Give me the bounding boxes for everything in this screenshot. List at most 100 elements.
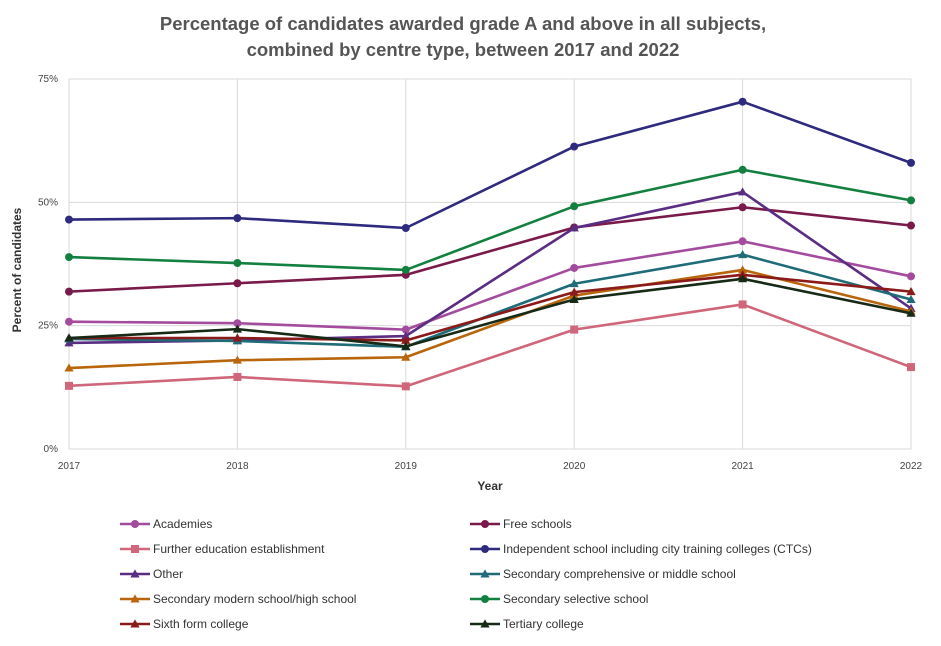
- data-point: [232, 333, 242, 342]
- data-point: [65, 253, 73, 262]
- data-point: [233, 319, 242, 328]
- legend-item-tertiary-college: Tertiary college: [470, 617, 584, 631]
- legend-item-academies: Academies: [120, 517, 212, 531]
- legend-label: Secondary modern school/high school: [153, 592, 356, 606]
- y-axis-label: Percent of candidates: [10, 207, 24, 332]
- data-point: [907, 272, 915, 281]
- series-independent-school-including-city-training-colleges-ctcs: [65, 97, 915, 232]
- data-point: [569, 287, 579, 296]
- data-point: [64, 333, 74, 342]
- data-point: [569, 279, 579, 288]
- series-line: [68, 277, 912, 348]
- x-tick-label: 2017: [58, 461, 81, 472]
- data-point: [65, 287, 73, 296]
- x-tick-label: 2021: [731, 461, 754, 472]
- data-point: [738, 265, 748, 274]
- series-tertiary-college: [64, 274, 916, 350]
- data-point: [233, 259, 242, 268]
- data-point: [907, 158, 915, 167]
- series-line: [68, 240, 912, 331]
- y-tick-label: 0%: [44, 444, 59, 455]
- data-point: [907, 221, 915, 230]
- data-point: [401, 382, 410, 391]
- legend-item-secondary-comprehensive-or-middle-school: Secondary comprehensive or middle school: [470, 567, 736, 581]
- chart-title-line-2: combined by centre type, between 2017 an…: [247, 39, 680, 60]
- data-point: [64, 363, 74, 372]
- legend-marker: [480, 569, 490, 578]
- data-point: [906, 308, 916, 317]
- series-line: [69, 273, 912, 342]
- y-tick-label: 75%: [38, 74, 58, 85]
- legend-marker: [130, 619, 140, 628]
- data-point: [401, 335, 411, 344]
- data-point: [233, 372, 242, 381]
- legend-label: Secondary selective school: [503, 592, 648, 606]
- legend-item-independent-school-including-city-training-colleges-ctcs: Independent school including city traini…: [470, 542, 812, 556]
- legend-marker: [481, 545, 489, 553]
- data-point: [907, 196, 915, 205]
- data-point: [570, 142, 579, 151]
- data-point: [906, 294, 916, 303]
- data-point: [401, 265, 410, 274]
- y-tick-label: 25%: [38, 321, 58, 332]
- data-point: [738, 187, 748, 196]
- data-point: [738, 165, 747, 174]
- x-tick-label: 2020: [563, 461, 586, 472]
- legend: Academies Free schools Further education e…: [120, 517, 812, 631]
- legend-item-further-education-establishment: Further education establishment: [120, 542, 325, 556]
- data-point: [906, 287, 916, 296]
- data-point: [232, 355, 242, 364]
- chart-title-line-1: Percentage of candidates awarded grade A…: [160, 13, 766, 34]
- data-point: [401, 223, 410, 232]
- data-point: [738, 97, 747, 106]
- legend-label: Tertiary college: [503, 617, 584, 631]
- legend-item-free-schools: Free schools: [470, 517, 572, 531]
- x-axis-ticks: 2017 2018 2019 2020 2021 2022: [58, 461, 923, 472]
- series-lines: [64, 97, 916, 391]
- data-point: [233, 279, 242, 288]
- x-tick-label: 2018: [226, 461, 249, 472]
- legend-marker: [481, 520, 489, 528]
- legend-marker: [481, 595, 489, 603]
- legend-label: Other: [153, 567, 183, 581]
- x-tick-label: 2022: [900, 461, 923, 472]
- data-point: [233, 214, 242, 223]
- legend-label: Independent school including city traini…: [503, 542, 812, 556]
- series-line: [68, 100, 912, 230]
- data-point: [401, 325, 410, 334]
- legend-item-secondary-modern-school-high-school: Secondary modern school/high school: [120, 592, 356, 606]
- legend-label: Academies: [153, 517, 212, 531]
- legend-label: Further education establishment: [153, 542, 325, 556]
- data-point: [738, 250, 748, 259]
- data-point: [738, 274, 748, 283]
- series-line: [68, 303, 912, 388]
- data-point: [65, 215, 73, 224]
- data-point: [738, 203, 747, 212]
- x-axis-label: Year: [477, 479, 503, 493]
- data-point: [401, 331, 411, 340]
- data-point: [907, 363, 915, 372]
- legend-marker: [130, 594, 140, 603]
- legend-marker: [131, 520, 139, 528]
- data-point: [738, 300, 747, 309]
- legend-label: Sixth form college: [153, 617, 249, 631]
- series-line: [68, 253, 912, 349]
- y-tick-label: 50%: [38, 197, 58, 208]
- data-point: [65, 317, 73, 326]
- legend-marker: [130, 569, 140, 578]
- legend-marker: [480, 619, 490, 628]
- series-further-education-establishment: [65, 300, 915, 391]
- data-point: [570, 202, 579, 211]
- x-tick-label: 2019: [395, 461, 418, 472]
- data-point: [232, 324, 242, 333]
- series-academies: [65, 237, 915, 334]
- data-point: [401, 341, 411, 350]
- y-axis-ticks: 0% 25% 50% 75%: [38, 74, 58, 455]
- data-point: [65, 381, 73, 390]
- data-point: [570, 325, 579, 334]
- series-line: [68, 168, 912, 272]
- gridlines: [68, 78, 912, 450]
- data-point: [570, 263, 579, 272]
